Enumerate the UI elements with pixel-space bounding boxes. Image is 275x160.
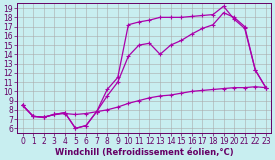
X-axis label: Windchill (Refroidissement éolien,°C): Windchill (Refroidissement éolien,°C): [55, 148, 233, 156]
